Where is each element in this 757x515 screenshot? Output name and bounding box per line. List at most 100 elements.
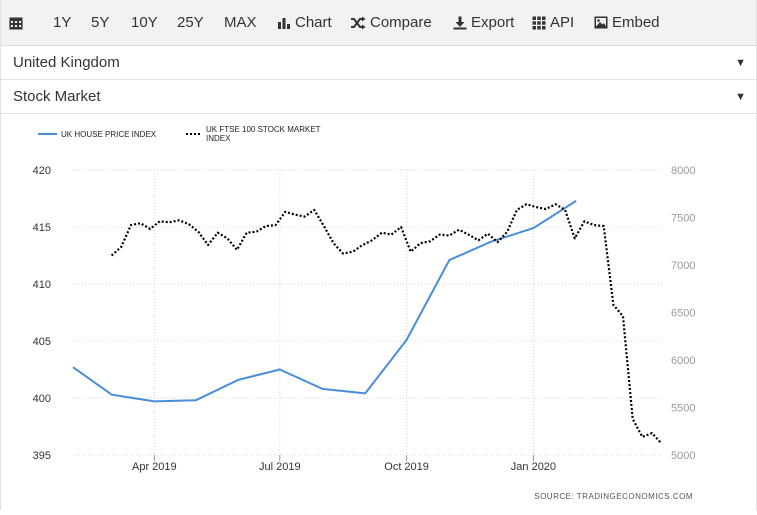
export-button[interactable]: Export (453, 0, 514, 46)
data-point-ftse (255, 231, 257, 233)
data-point-ftse (419, 242, 421, 244)
calendar-icon (9, 16, 23, 30)
data-point-ftse (429, 240, 431, 242)
data-point-ftse (632, 418, 634, 420)
data-point-ftse (149, 228, 151, 230)
data-point-ftse (535, 206, 537, 208)
data-point-ftse (593, 224, 595, 226)
data-point-ftse (554, 203, 556, 205)
x-tick-label: Jul 2019 (259, 461, 301, 473)
data-point-ftse (178, 219, 180, 221)
data-point-ftse (526, 203, 528, 205)
data-point-ftse (168, 221, 170, 223)
api-button[interactable]: API (532, 0, 574, 46)
data-point-ftse (342, 253, 344, 255)
data-point-house-price (406, 339, 408, 341)
legend-label-ftse-line2: INDEX (206, 134, 231, 143)
range-25y-button[interactable]: 25Y (177, 14, 204, 31)
x-tick-label: Apr 2019 (132, 461, 177, 473)
data-point-ftse (458, 229, 460, 231)
data-point-ftse (275, 224, 277, 226)
range-max-button[interactable]: MAX (224, 14, 257, 31)
data-point-house-price (72, 366, 74, 368)
data-point-ftse (361, 244, 363, 246)
bar-chart-icon (277, 16, 291, 30)
toolbar: 1Y 5Y 10Y 25Y MAX Chart Compare Export (1, 0, 756, 46)
data-point-house-price (195, 399, 197, 401)
data-point-ftse (265, 225, 267, 227)
y-right-tick-label: 5000 (671, 450, 695, 462)
data-point-ftse (371, 239, 373, 241)
range-5y-button[interactable]: 5Y (91, 14, 110, 31)
calendar-button[interactable] (9, 0, 27, 46)
y-right-tick-label: 6000 (671, 355, 695, 367)
data-point-ftse (236, 249, 238, 251)
data-point-ftse (120, 246, 122, 248)
data-point-ftse (603, 225, 605, 227)
line-chart: UK HOUSE PRICE INDEX UK FTSE 100 STOCK M… (33, 125, 696, 501)
y-axis-right: 8000 7500 7000 6500 6000 5500 5000 (671, 165, 695, 462)
data-point-ftse (468, 234, 470, 236)
data-point-house-price (279, 369, 281, 371)
series-group (72, 199, 663, 445)
data-point-ftse (564, 209, 566, 211)
data-point-ftse (381, 232, 383, 234)
indicator-select-value: Stock Market (13, 88, 101, 105)
data-point-ftse (545, 208, 547, 210)
data-point-house-price (322, 388, 324, 390)
data-point-ftse (641, 436, 643, 438)
country-select[interactable]: United Kingdom ▼ (1, 46, 756, 80)
data-point-ftse (439, 234, 441, 236)
data-point-ftse (516, 209, 518, 211)
data-point-ftse (410, 251, 412, 253)
data-point-house-price (237, 379, 239, 381)
y-left-tick-label: 400 (33, 393, 51, 405)
compare-button[interactable]: Compare (350, 0, 432, 46)
data-point-ftse (197, 231, 199, 233)
source-label: SOURCE: TRADINGECONOMICS.COM (534, 492, 693, 501)
caret-down-icon: ▼ (735, 90, 746, 103)
data-point-house-price (153, 400, 155, 402)
chart-button[interactable]: Chart (277, 0, 332, 46)
series-line-ftse (110, 203, 663, 445)
image-icon (594, 16, 608, 29)
data-point-ftse (661, 443, 663, 445)
range-1y-button[interactable]: 1Y (53, 14, 72, 31)
range-10y-button[interactable]: 10Y (131, 14, 158, 31)
data-point-ftse (352, 251, 354, 253)
data-point-house-price (364, 392, 366, 394)
data-point-ftse (612, 304, 614, 306)
x-axis: Apr 2019 Jul 2019 Oct 2019 Jan 2020 (132, 455, 556, 473)
data-point-ftse (487, 233, 489, 235)
y-left-tick-label: 410 (33, 279, 51, 291)
data-point-ftse (304, 216, 306, 218)
embed-button[interactable]: Embed (594, 0, 660, 46)
data-point-house-price (490, 241, 492, 243)
y-right-tick-label: 7500 (671, 213, 695, 225)
y-right-tick-label: 5500 (671, 403, 695, 415)
data-point-house-price (532, 227, 534, 229)
y-left-tick-label: 395 (33, 450, 51, 462)
data-point-ftse (246, 232, 248, 234)
data-point-ftse (497, 241, 499, 243)
data-point-house-price (111, 394, 113, 396)
data-point-ftse (294, 214, 296, 216)
data-point-ftse (313, 209, 315, 211)
data-point-ftse (622, 315, 624, 317)
legend-label-ftse-line1: UK FTSE 100 STOCK MARKET (206, 125, 321, 134)
data-point-ftse (477, 239, 479, 241)
grid (73, 169, 663, 456)
y-right-tick-label: 6500 (671, 308, 695, 320)
shuffle-icon (350, 16, 366, 30)
y-axis-left: 420 415 410 405 400 395 (33, 165, 51, 462)
data-point-ftse (159, 220, 161, 222)
y-left-tick-label: 420 (33, 165, 51, 177)
indicator-select[interactable]: Stock Market ▼ (1, 80, 756, 114)
y-right-tick-label: 7000 (671, 260, 695, 272)
country-select-value: United Kingdom (13, 54, 120, 71)
data-point-ftse (506, 231, 508, 233)
data-point-ftse (207, 244, 209, 246)
grid-icon (532, 16, 546, 30)
data-point-ftse (583, 220, 585, 222)
